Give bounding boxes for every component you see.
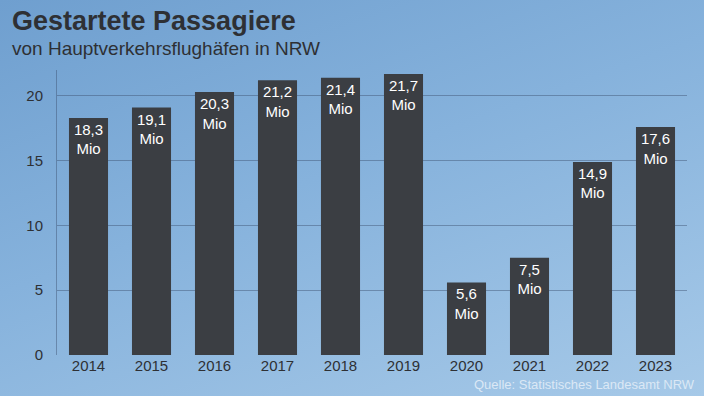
- svg-text:5,6Mio: 5,6Mio: [454, 285, 478, 322]
- svg-text:10: 10: [26, 217, 43, 234]
- svg-text:19,1Mio: 19,1Mio: [137, 111, 166, 148]
- svg-text:2017: 2017: [261, 357, 294, 374]
- svg-text:2020: 2020: [450, 357, 483, 374]
- svg-text:2022: 2022: [576, 357, 609, 374]
- svg-text:0: 0: [35, 346, 43, 363]
- svg-text:2021: 2021: [513, 357, 546, 374]
- svg-text:2016: 2016: [198, 357, 231, 374]
- svg-text:21,4Mio: 21,4Mio: [326, 81, 355, 118]
- svg-text:2015: 2015: [135, 357, 168, 374]
- svg-text:2018: 2018: [324, 357, 357, 374]
- svg-text:15: 15: [26, 152, 43, 169]
- svg-text:21,2Mio: 21,2Mio: [263, 83, 292, 120]
- svg-text:18,3Mio: 18,3Mio: [74, 121, 103, 157]
- svg-text:2014: 2014: [72, 357, 105, 374]
- svg-text:2023: 2023: [639, 357, 672, 374]
- svg-text:20: 20: [26, 87, 43, 104]
- svg-text:Gestartete Passagiere: Gestartete Passagiere: [12, 6, 296, 36]
- svg-text:2019: 2019: [387, 357, 420, 374]
- svg-text:21,7Mio: 21,7Mio: [389, 77, 418, 114]
- svg-text:von Hauptverkehrsflughäfen in: von Hauptverkehrsflughäfen in NRW: [12, 38, 320, 59]
- svg-text:5: 5: [35, 281, 43, 298]
- svg-text:17,6Mio: 17,6Mio: [641, 130, 670, 167]
- svg-text:14,9Mio: 14,9Mio: [578, 165, 607, 202]
- svg-text:7,5Mio: 7,5Mio: [517, 261, 541, 298]
- svg-text:Quelle: Statistisches Landesam: Quelle: Statistisches Landesamt NRW: [474, 377, 695, 392]
- svg-text:20,3Mio: 20,3Mio: [200, 95, 229, 132]
